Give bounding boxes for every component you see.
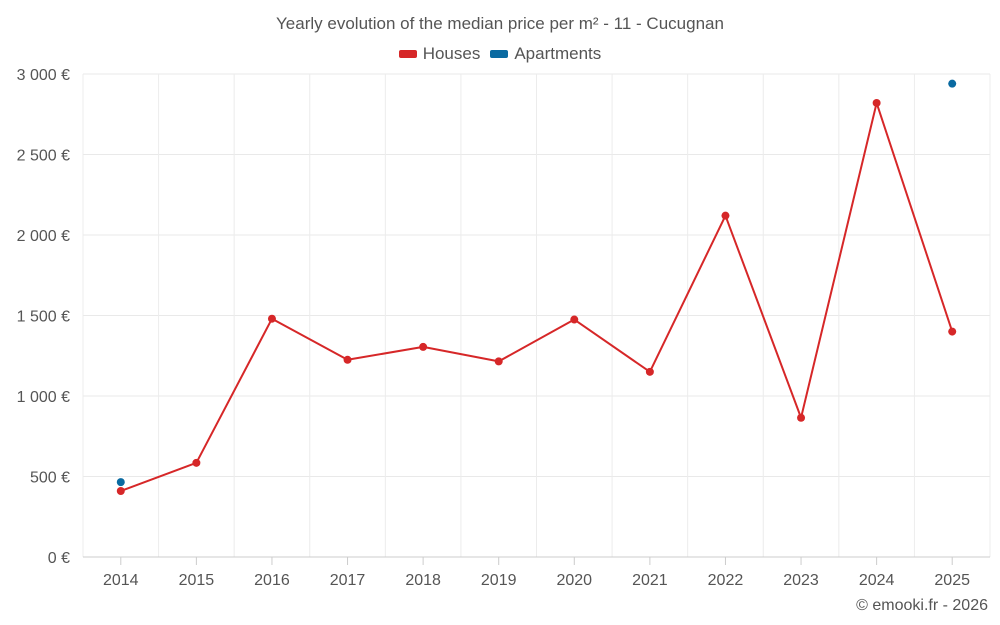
data-point-houses[interactable]	[570, 315, 579, 324]
data-point-houses[interactable]	[948, 327, 957, 336]
x-tick-label: 2016	[254, 572, 290, 589]
data-point-houses[interactable]	[267, 314, 276, 323]
data-point-houses[interactable]	[192, 458, 201, 467]
y-tick-label: 2 500 €	[17, 148, 70, 165]
x-tick-label: 2024	[859, 572, 895, 589]
legend-item-houses[interactable]: Houses	[398, 44, 481, 64]
data-point-houses[interactable]	[116, 486, 125, 495]
data-point-houses[interactable]	[872, 98, 881, 107]
x-tick-label: 2018	[405, 572, 441, 589]
x-tick-label: 2017	[330, 572, 366, 589]
y-tick-label: 3 000 €	[17, 67, 70, 84]
y-tick-label: 1 000 €	[17, 389, 70, 406]
y-tick-label: 1 500 €	[17, 309, 70, 326]
data-point-houses[interactable]	[721, 211, 730, 220]
data-point-houses[interactable]	[343, 355, 352, 364]
x-tick-label: 2019	[481, 572, 517, 589]
y-tick-label: 2 000 €	[17, 228, 70, 245]
y-tick-label: 500 €	[30, 470, 70, 487]
legend-swatch-houses	[398, 50, 417, 58]
legend-swatch-apartments	[490, 50, 509, 58]
credit-text: © emooki.fr - 2026	[856, 597, 988, 614]
x-tick-label: 2023	[783, 572, 819, 589]
x-tick-label: 2021	[632, 572, 668, 589]
data-point-apartments[interactable]	[116, 478, 125, 487]
legend: Houses Apartments	[0, 44, 1000, 64]
series-line-houses	[120, 101, 954, 492]
x-tick-label: 2025	[934, 572, 970, 589]
x-tick-label: 2022	[708, 572, 744, 589]
data-point-houses[interactable]	[645, 367, 654, 376]
x-tick-label: 2020	[556, 572, 592, 589]
x-tick-label: 2014	[103, 572, 139, 589]
data-point-houses[interactable]	[494, 357, 503, 366]
legend-item-apartments[interactable]: Apartments	[490, 44, 601, 64]
y-tick-label: 0 €	[48, 550, 70, 567]
x-tick-label: 2015	[179, 572, 215, 589]
data-point-apartments[interactable]	[948, 79, 957, 88]
data-point-houses[interactable]	[797, 413, 806, 422]
legend-label-apartments: Apartments	[514, 44, 602, 63]
chart-title: Yearly evolution of the median price per…	[276, 14, 724, 33]
legend-label-houses: Houses	[422, 44, 481, 63]
data-point-houses[interactable]	[419, 342, 428, 351]
